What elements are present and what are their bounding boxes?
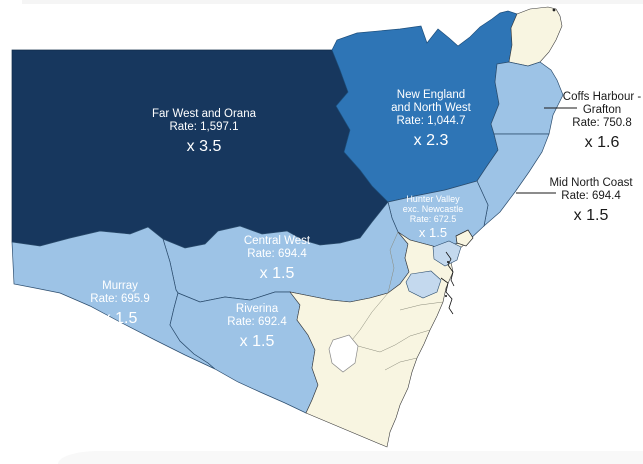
region-shape-act-white (328, 334, 359, 373)
region-multiplier: x 1.5 (573, 207, 609, 224)
region-multiplier: x 3.5 (186, 138, 222, 155)
region-name: Far West and Orana (152, 108, 256, 120)
region-rate: Rate: 1,044.7 (396, 115, 466, 127)
region-rate: Rate: 692.4 (227, 316, 287, 328)
region-rate: Rate: 750.8 (572, 117, 632, 129)
region-name: Mid North Coast (549, 177, 633, 189)
region-rate: Rate: 694.4 (561, 190, 621, 202)
region-rate: Rate: 1,597.1 (169, 121, 239, 133)
region-name: New England (396, 89, 466, 101)
sydney-dot-2 (445, 295, 447, 297)
reference-area-internal-borders (351, 231, 444, 371)
region-multiplier: x 2.3 (413, 132, 449, 149)
sydney-coast-detail (440, 251, 455, 315)
region-name: Coffs Harbour - (562, 91, 642, 103)
region-multiplier: x 1.5 (102, 310, 138, 327)
region-label-mid-north-coast: Mid North Coast Rate: 694.4 x 1.5 (549, 177, 632, 224)
region-label-hunter-valley-exc-newcastle: Hunter Valley exc. Newcastle Rate: 672.5… (403, 194, 464, 240)
page-top-edge (22, 0, 643, 4)
region-name-2: and North West (391, 102, 471, 114)
region-label-new-england-and-north-west: New England and North West Rate: 1,044.7… (391, 89, 471, 149)
region-name-2: exc. Newcastle (402, 204, 464, 214)
region-label-far-west-and-orana: Far West and Orana Rate: 1,597.1 x 3.5 (152, 108, 256, 155)
page-bottom-edge (58, 451, 643, 464)
region-name: Hunter Valley (406, 194, 460, 204)
region-multiplier: x 1.6 (584, 134, 620, 151)
region-name-2: Grafton (582, 104, 622, 116)
region-shape-coffs-harbour-grafton (490, 61, 564, 135)
region-label-murray: Murray Rate: 695.9 x 1.5 (90, 280, 149, 327)
region-multiplier: x 1.5 (239, 333, 275, 350)
region-shape-newcastle-blob (455, 229, 474, 247)
region-rate: Rate: 695.9 (90, 293, 150, 305)
sydney-dot-1 (447, 261, 449, 263)
region-rate: Rate: 694.4 (247, 248, 307, 260)
region-shape-mid-north-coast (476, 133, 550, 227)
region-rate: Rate: 672.5 (409, 214, 457, 224)
region-name: Murray (102, 280, 138, 292)
region-shape-blue-mountains-pale (405, 270, 442, 299)
region-name: Central West (243, 235, 311, 247)
region-label-coffs-harbour-grafton: Coffs Harbour - Grafton Rate: 750.8 x 1.… (563, 91, 641, 151)
region-name: Riverina (235, 303, 279, 315)
region-multiplier: x 1.5 (259, 265, 295, 282)
tweed-heads-dot (552, 8, 556, 12)
region-label-riverina: Riverina Rate: 692.4 x 1.5 (227, 303, 286, 350)
region-shape-northern-rivers-reference (508, 6, 563, 67)
region-label-central-west: Central West Rate: 694.4 x 1.5 (244, 235, 310, 282)
region-multiplier: x 1.5 (418, 225, 448, 240)
